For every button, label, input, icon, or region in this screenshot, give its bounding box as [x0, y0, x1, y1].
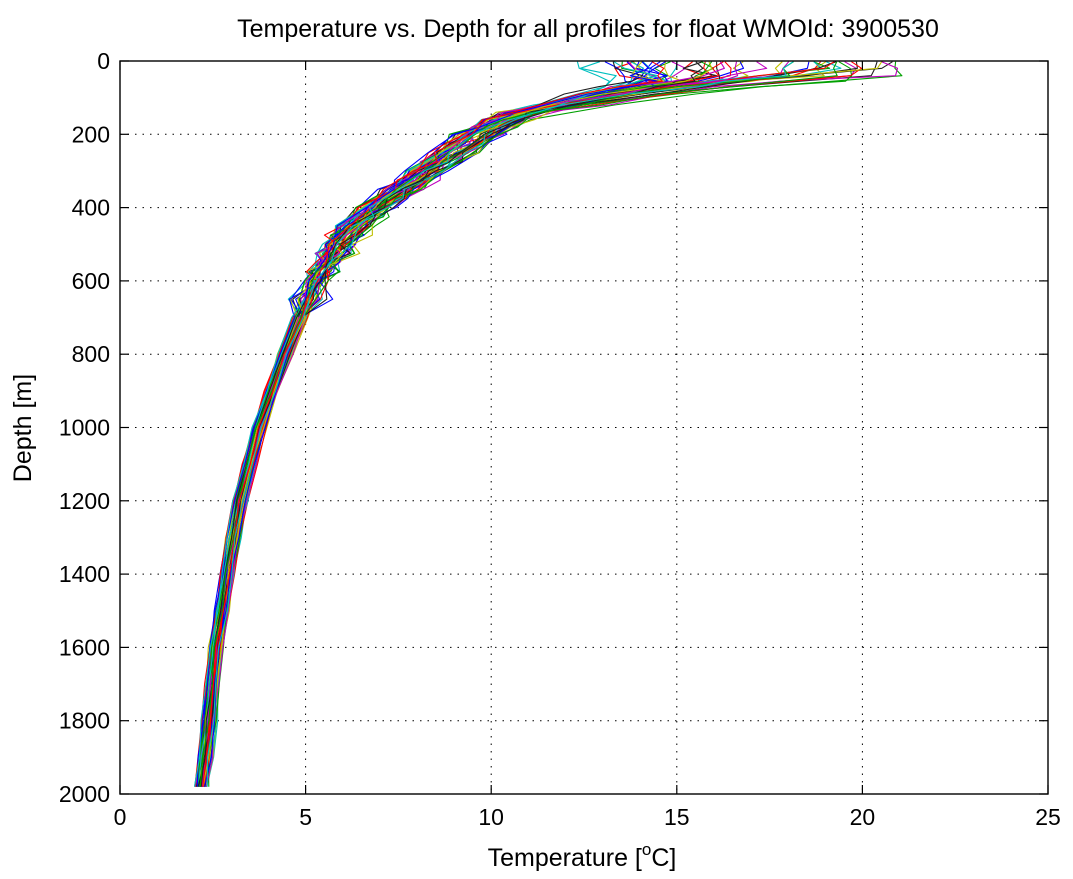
axis-ticks — [119, 60, 1049, 795]
profile-line — [203, 61, 835, 787]
plot-area — [193, 61, 903, 787]
x-tick-label: 20 — [850, 804, 876, 830]
profile-line — [202, 61, 665, 787]
profile-line — [197, 61, 704, 787]
y-tick-label: 400 — [72, 195, 110, 221]
profile-line — [195, 61, 718, 787]
profile-line — [205, 61, 822, 787]
profile-line — [207, 61, 838, 787]
grid-lines — [120, 61, 1048, 794]
profile-line — [201, 61, 768, 787]
profile-line — [202, 61, 665, 787]
profile-line — [195, 61, 732, 787]
y-tick-label: 1200 — [59, 488, 110, 514]
profile-line — [201, 61, 810, 787]
profile-line — [202, 61, 853, 787]
profile-line — [205, 61, 705, 787]
profile-line — [197, 61, 827, 787]
profile-line — [201, 61, 790, 787]
x-tick-label: 25 — [1035, 804, 1061, 830]
x-tick-label: 5 — [299, 804, 312, 830]
x-tick-label: 10 — [478, 804, 504, 830]
profile-line — [205, 61, 842, 787]
x-tick-label: 15 — [664, 804, 690, 830]
profile-line — [197, 61, 822, 787]
chart-title: Temperature vs. Depth for all profiles f… — [237, 15, 939, 43]
profile-line — [199, 61, 721, 787]
profile-line — [199, 61, 794, 787]
profile-line — [200, 61, 715, 787]
profile-line — [197, 61, 713, 787]
y-tick-label: 1800 — [59, 708, 110, 734]
profile-line — [200, 61, 713, 787]
x-tick-label: 0 — [114, 804, 127, 830]
profile-line — [197, 61, 831, 787]
profile-line — [193, 61, 659, 787]
y-tick-labels: 0 200 400 600 800 1000 1200 1400 1600 1800 2000 — [59, 48, 110, 807]
profile-line — [205, 61, 893, 787]
y-tick-label: 800 — [72, 341, 110, 367]
profile-line — [197, 61, 745, 787]
profile-line — [198, 61, 858, 787]
y-tick-label: 1400 — [59, 561, 110, 587]
y-tick-label: 2000 — [59, 781, 110, 807]
profile-line — [199, 61, 713, 787]
profile-line — [205, 61, 739, 787]
profile-line — [205, 61, 783, 787]
profile-line — [203, 61, 658, 787]
y-tick-label: 1600 — [59, 634, 110, 660]
x-tick-labels: 0 5 10 15 20 25 — [114, 804, 1061, 830]
profile-line — [206, 61, 794, 787]
y-tick-label: 1000 — [59, 415, 110, 441]
y-tick-label: 200 — [72, 121, 110, 147]
y-tick-label: 0 — [97, 48, 110, 74]
profile-line — [194, 61, 749, 787]
profile-line — [199, 61, 903, 787]
profile-line — [203, 61, 899, 787]
profile-line — [200, 61, 837, 787]
profile-line — [194, 61, 724, 787]
y-axis-label: Depth [m] — [9, 374, 37, 482]
profile-line — [202, 61, 863, 787]
y-tick-label: 600 — [72, 268, 110, 294]
profile-line — [202, 61, 878, 787]
profile-series — [193, 61, 903, 787]
profile-line — [205, 61, 883, 787]
profile-line — [201, 61, 857, 787]
profile-line — [202, 61, 725, 787]
x-axis-label: Temperature [oC] — [488, 840, 677, 872]
